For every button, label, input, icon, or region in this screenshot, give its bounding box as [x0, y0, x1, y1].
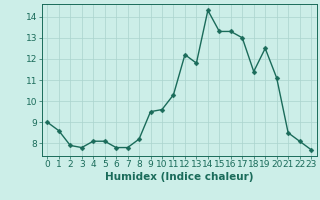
X-axis label: Humidex (Indice chaleur): Humidex (Indice chaleur) [105, 172, 253, 182]
